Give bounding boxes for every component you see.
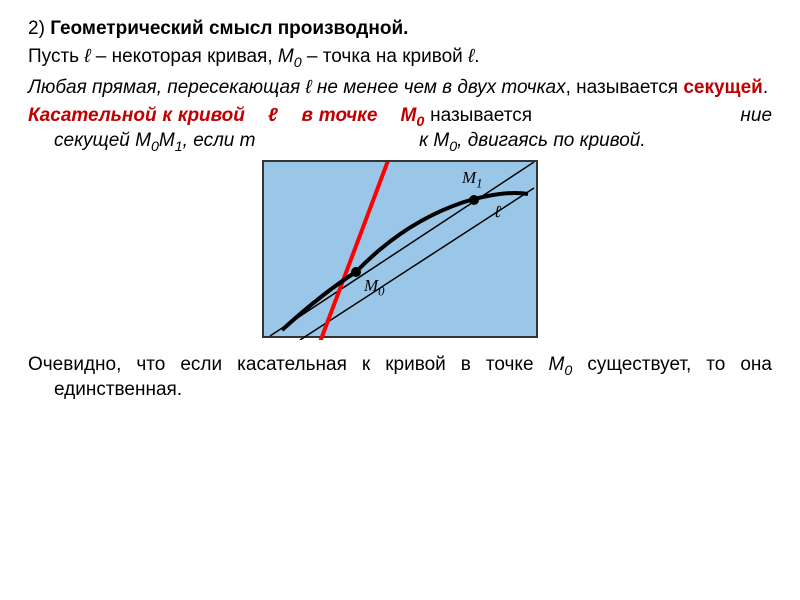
heading: 2) Геометрический смысл производной. — [28, 18, 772, 40]
p2-c: , называется — [566, 77, 684, 98]
label-m0: M0 — [364, 276, 385, 299]
p2-d: . — [763, 77, 768, 98]
p3-h: , двигаясь по кривой. — [457, 130, 646, 151]
p2-b: не менее чем в двух точках — [312, 77, 566, 98]
p3-gap1 — [538, 105, 741, 126]
m0-symbol: M0 — [278, 46, 302, 67]
secant-term: секущей — [683, 77, 763, 98]
paragraph-2: Любая прямая, пересекающая ℓ не менее че… — [28, 77, 772, 99]
curve-ell — [282, 193, 528, 330]
p3-g: к — [419, 130, 433, 151]
heading-title: Геометрический смысл производной. — [50, 18, 408, 39]
m0-symbol-3: M0 — [549, 354, 573, 375]
tangent-term: Касательной к кривой ℓ в точке M0 — [28, 105, 430, 126]
paragraph-4: Очевидно, что если касательная к кривой … — [28, 354, 772, 401]
m0-symbol-2: M0 — [433, 130, 457, 151]
figure-container-real: M1 ℓ M0 — [28, 160, 772, 338]
secant-line-1 — [270, 162, 534, 336]
m0m1-symbol: M0M1 — [135, 130, 183, 151]
label-ell: ℓ — [494, 202, 501, 222]
paragraph-3: Касательной к кривой ℓ в точке M0 называ… — [28, 105, 772, 155]
p1-c: – точка на кривой — [302, 46, 468, 67]
geometry-figure: M1 ℓ M0 — [262, 160, 538, 338]
p1-b: – некоторая кривая, — [90, 46, 277, 67]
point-m1 — [469, 195, 479, 205]
heading-prefix: 2) — [28, 18, 50, 39]
label-m1: M1 — [462, 168, 483, 191]
p2-a: Любая прямая, пересекающая — [28, 77, 305, 98]
p3-gap2 — [255, 130, 419, 151]
point-m0 — [351, 267, 361, 277]
p1-d: . — [474, 46, 479, 67]
p1-a: Пусть — [28, 46, 84, 67]
p3-f: , если т — [183, 130, 256, 151]
p3-d: называется — [430, 105, 538, 126]
figure-svg — [264, 162, 540, 340]
p4-a: Очевидно, что если касательная к кривой … — [28, 354, 549, 375]
paragraph-1: Пусть ℓ – некоторая кривая, M0 – точка н… — [28, 46, 772, 71]
